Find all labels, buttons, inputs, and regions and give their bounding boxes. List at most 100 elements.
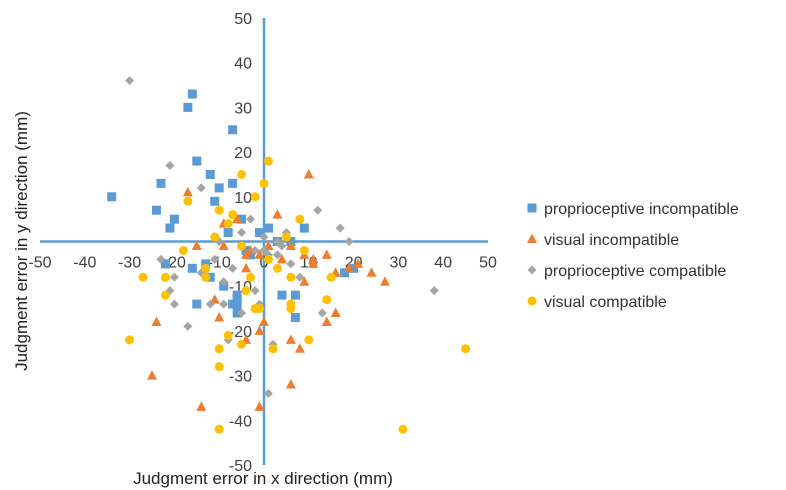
data-point	[272, 209, 283, 219]
data-point	[205, 299, 215, 309]
data-point	[317, 308, 327, 318]
data-point	[237, 339, 247, 349]
x-tick-label: 30	[390, 255, 408, 272]
legend-label: proprioceptive incompatible	[544, 201, 739, 218]
y-tick-label: 10	[234, 190, 252, 207]
data-point	[232, 213, 243, 224]
data-point	[321, 249, 332, 259]
data-point	[228, 263, 238, 273]
data-point	[223, 228, 233, 238]
data-point	[286, 272, 296, 282]
legend-item: proprioceptive compatible	[527, 263, 726, 280]
data-point	[429, 286, 439, 296]
data-point	[272, 263, 282, 273]
data-point	[192, 299, 202, 309]
data-point	[286, 259, 296, 269]
data-point	[219, 277, 229, 287]
data-point	[246, 272, 256, 282]
data-point	[263, 156, 273, 166]
data-point	[151, 205, 161, 215]
data-point	[366, 267, 377, 277]
data-point	[232, 295, 242, 305]
y-tick-label: -50	[229, 458, 252, 475]
data-point	[241, 286, 251, 296]
legend-label: visual compatible	[544, 294, 667, 311]
data-point	[187, 89, 197, 99]
data-point	[254, 325, 265, 335]
data-point	[276, 253, 287, 264]
data-point	[107, 192, 117, 202]
data-point	[340, 268, 350, 278]
data-point	[299, 276, 310, 286]
data-point	[250, 286, 260, 296]
x-tick-label: 50	[479, 255, 497, 272]
data-point	[285, 240, 296, 250]
legend-item: visual incompatible	[527, 232, 679, 249]
data-point	[237, 308, 247, 318]
series-1	[147, 168, 390, 411]
data-point	[321, 316, 332, 326]
data-point	[228, 210, 238, 220]
data-point	[138, 272, 148, 282]
y-tick-label: -20	[229, 324, 252, 341]
data-point	[214, 362, 224, 372]
data-point	[214, 424, 224, 434]
data-point	[250, 304, 260, 314]
data-point	[160, 290, 170, 300]
data-points	[107, 76, 471, 434]
x-axis-title: Judgment error in x direction (mm)	[133, 469, 393, 488]
series-3	[125, 156, 471, 434]
x-tick-label: -30	[118, 255, 141, 272]
y-tick-label: 30	[234, 100, 252, 117]
data-point	[379, 276, 390, 286]
data-point	[299, 223, 309, 233]
data-point	[223, 219, 233, 229]
data-point	[272, 250, 282, 260]
data-point	[160, 272, 170, 282]
data-point	[160, 259, 170, 269]
data-point	[281, 232, 291, 242]
tick-labels: -50 -40 -30 -20 -10 0 10 20 30 40 50-50-40-30-20-1…	[28, 11, 497, 475]
legend-item: visual compatible	[527, 294, 667, 311]
data-point	[237, 241, 247, 251]
data-point	[344, 262, 355, 273]
data-point	[223, 330, 233, 340]
y-tick-label: 40	[234, 56, 252, 73]
data-point	[192, 156, 202, 166]
data-point	[182, 186, 193, 197]
data-point	[237, 228, 247, 238]
data-point	[285, 334, 296, 344]
data-point	[303, 168, 314, 179]
y-tick-label: -40	[229, 413, 252, 430]
data-point	[241, 262, 252, 273]
data-point	[191, 240, 202, 250]
data-point	[201, 263, 211, 273]
data-point	[214, 311, 225, 322]
data-point	[196, 401, 207, 411]
data-point	[183, 102, 193, 112]
data-point	[285, 379, 296, 389]
data-point	[304, 335, 314, 345]
data-point	[237, 169, 247, 179]
legend-marker	[527, 203, 537, 213]
data-point	[295, 214, 305, 224]
data-point	[268, 344, 278, 354]
legend-marker	[527, 265, 537, 275]
data-point	[125, 76, 135, 86]
data-point	[254, 249, 265, 259]
data-point	[286, 299, 296, 309]
data-point	[263, 240, 274, 250]
data-point	[294, 343, 305, 353]
data-point	[209, 294, 220, 304]
data-point	[214, 344, 224, 354]
y-axis-title: Judgment error in y direction (mm)	[12, 111, 31, 371]
x-tick-label: -50	[28, 255, 51, 272]
data-point	[461, 344, 471, 354]
data-point	[156, 178, 166, 188]
data-point	[398, 424, 408, 434]
data-point	[214, 183, 224, 193]
data-point	[178, 245, 188, 255]
legend-label: visual incompatible	[544, 232, 679, 249]
data-point	[330, 307, 341, 318]
